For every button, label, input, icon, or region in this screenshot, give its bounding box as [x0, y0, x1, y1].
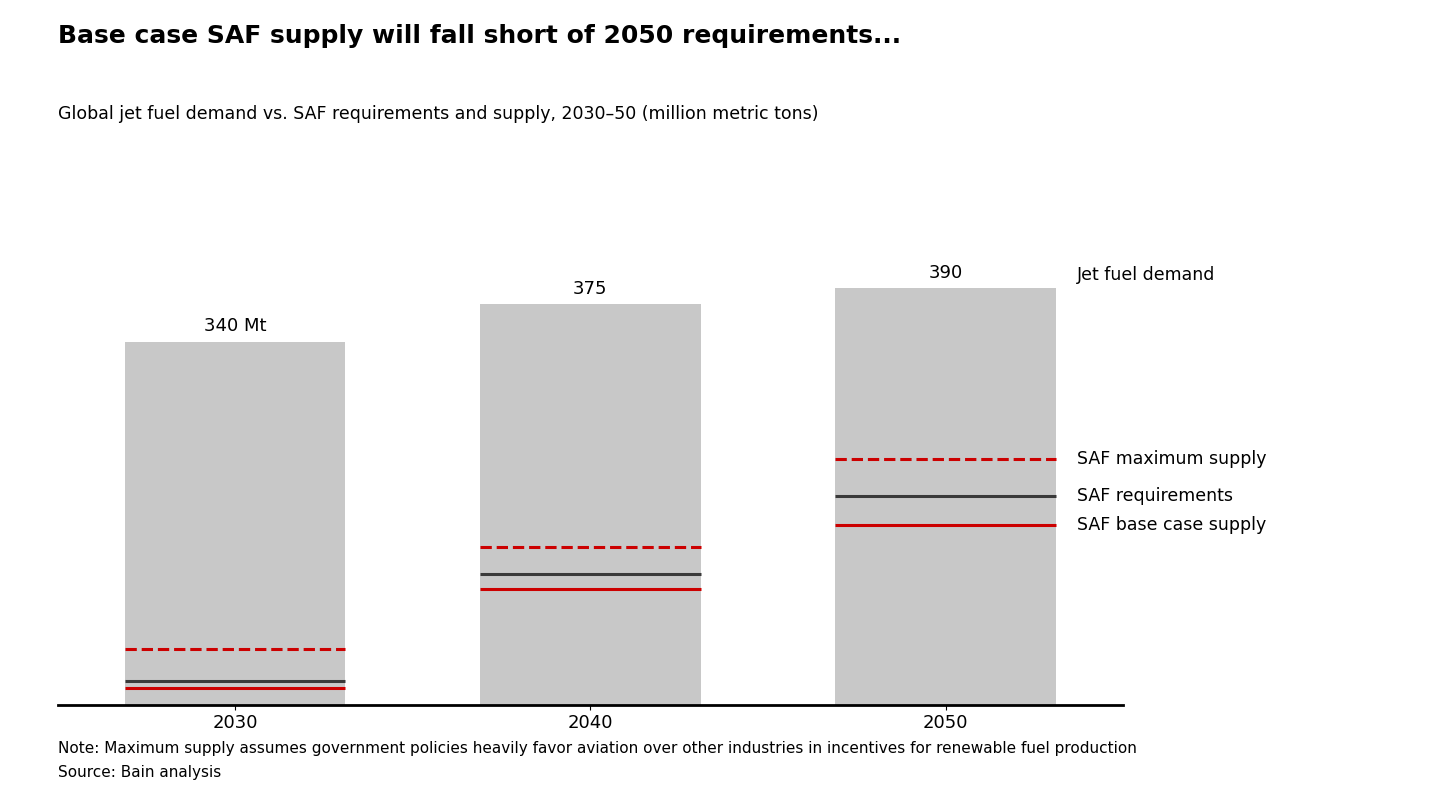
Bar: [481, 305, 700, 705]
Text: Jet fuel demand: Jet fuel demand: [1077, 266, 1215, 284]
Bar: [835, 288, 1056, 705]
Text: Source: Bain analysis: Source: Bain analysis: [58, 765, 220, 781]
Text: SAF base case supply: SAF base case supply: [1077, 516, 1267, 535]
Text: 340 Mt: 340 Mt: [204, 318, 266, 335]
Text: Note: Maximum supply assumes government policies heavily favor aviation over oth: Note: Maximum supply assumes government …: [58, 741, 1136, 757]
Text: SAF maximum supply: SAF maximum supply: [1077, 450, 1267, 468]
Text: Base case SAF supply will fall short of 2050 requirements...: Base case SAF supply will fall short of …: [58, 24, 901, 49]
Bar: [125, 342, 346, 705]
Text: Global jet fuel demand vs. SAF requirements and supply, 2030–50 (million metric : Global jet fuel demand vs. SAF requireme…: [58, 105, 818, 123]
Text: SAF requirements: SAF requirements: [1077, 488, 1233, 505]
Text: 375: 375: [573, 280, 608, 298]
Text: 390: 390: [929, 264, 963, 282]
